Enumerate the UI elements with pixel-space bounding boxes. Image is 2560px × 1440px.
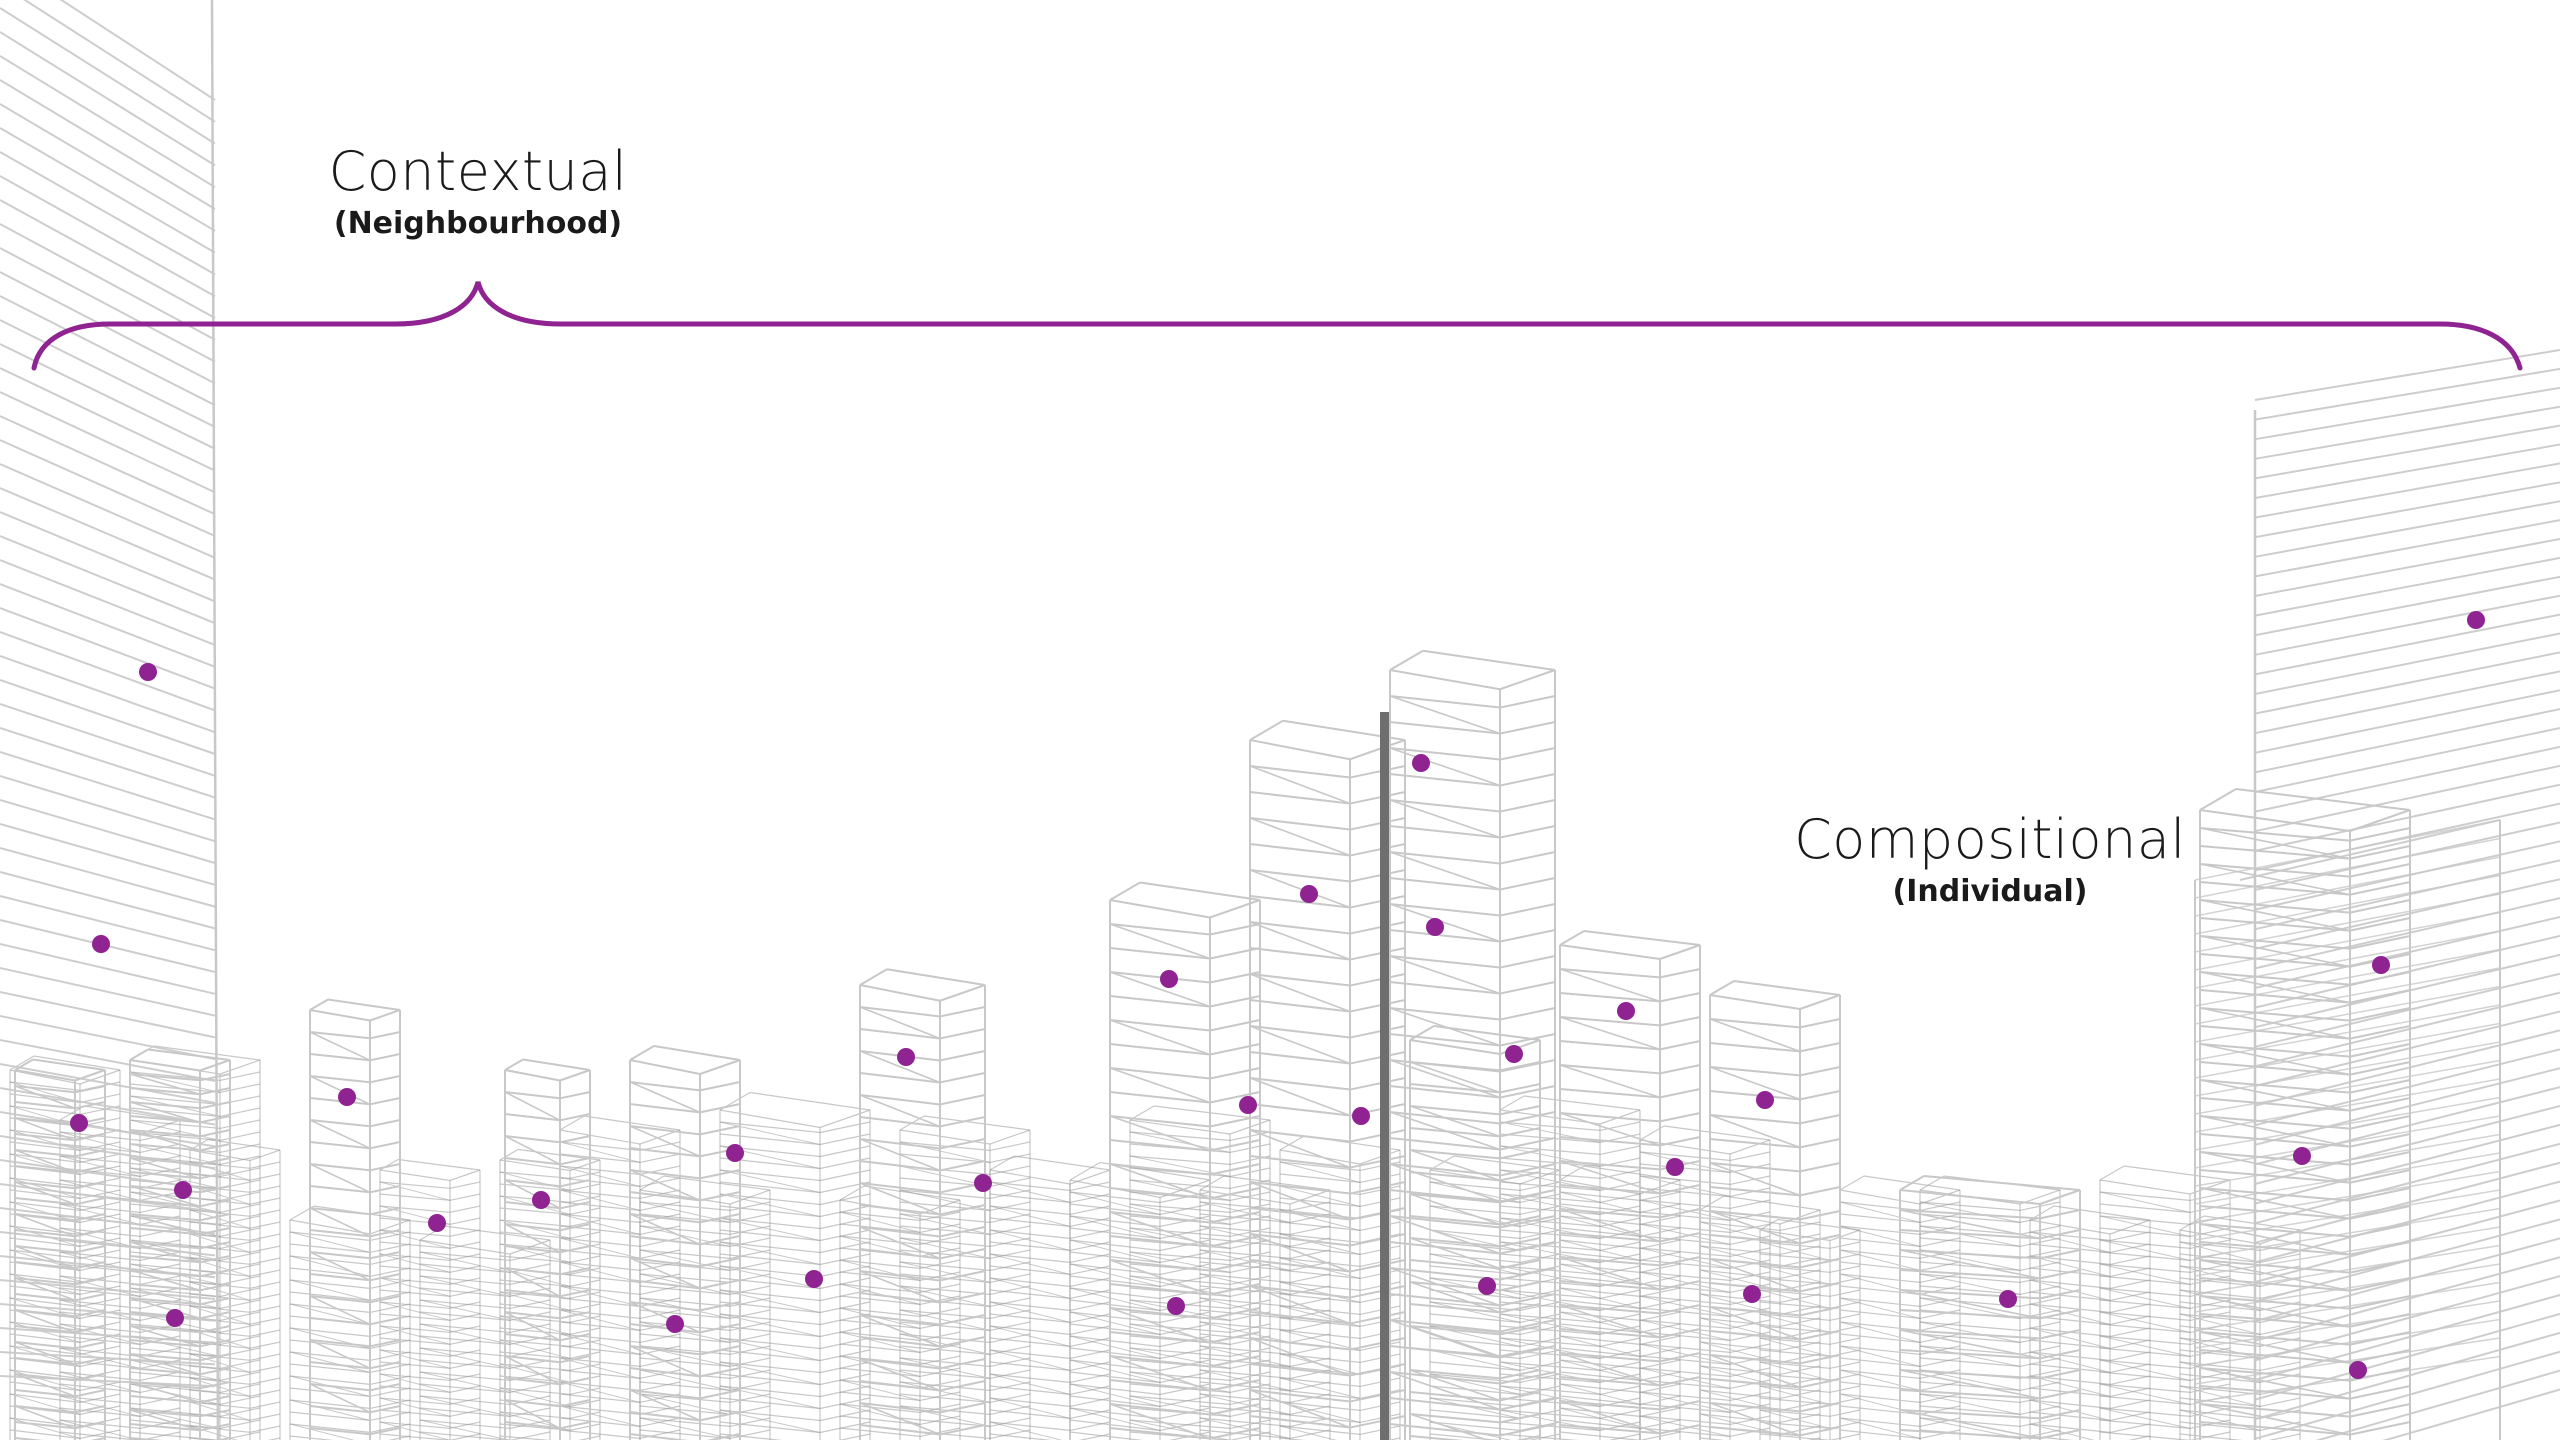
data-point-dot <box>1160 970 1178 988</box>
data-point-dot <box>532 1191 550 1209</box>
data-point-dot <box>1999 1290 2017 1308</box>
data-point-dot <box>726 1144 744 1162</box>
data-point-dot <box>666 1315 684 1333</box>
data-point-dot <box>92 935 110 953</box>
data-points <box>70 611 2485 1379</box>
data-point-dot <box>428 1214 446 1232</box>
compositional-title: Compositional <box>1794 808 2186 871</box>
compositional-subtitle: (Individual) <box>1892 874 2088 909</box>
data-point-dot <box>1478 1277 1496 1295</box>
data-point-dot <box>2372 956 2390 974</box>
data-point-dot <box>897 1048 915 1066</box>
contextual-title: Contextual <box>328 140 628 203</box>
data-point-dot <box>2349 1361 2367 1379</box>
data-point-dot <box>1412 754 1430 772</box>
data-point-dot <box>805 1270 823 1288</box>
data-point-dot <box>974 1174 992 1192</box>
data-point-dot <box>1505 1045 1523 1063</box>
data-point-dot <box>2293 1147 2311 1165</box>
data-point-dot <box>166 1309 184 1327</box>
data-point-dot <box>139 663 157 681</box>
data-point-dot <box>1239 1096 1257 1114</box>
background-buildings <box>9 1045 2301 1440</box>
contextual-subtitle: (Neighbourhood) <box>333 206 623 241</box>
data-point-dot <box>1743 1285 1761 1303</box>
curly-brace <box>31 281 2523 371</box>
compositional-label: Compositional (Individual) <box>1780 808 2200 912</box>
contextual-label: Contextual (Neighbourhood) <box>278 140 678 244</box>
data-point-dot <box>338 1088 356 1106</box>
data-point-dot <box>1666 1158 1684 1176</box>
data-point-dot <box>1300 885 1318 903</box>
data-point-dot <box>1617 1002 1635 1020</box>
data-point-dot <box>1756 1091 1774 1109</box>
data-point-dot <box>70 1114 88 1132</box>
data-point-dot <box>1352 1107 1370 1125</box>
data-point-dot <box>174 1181 192 1199</box>
data-point-dot <box>1426 918 1444 936</box>
data-point-dot <box>2467 611 2485 629</box>
data-point-dot <box>1167 1297 1185 1315</box>
center-pole <box>1380 712 1389 1440</box>
